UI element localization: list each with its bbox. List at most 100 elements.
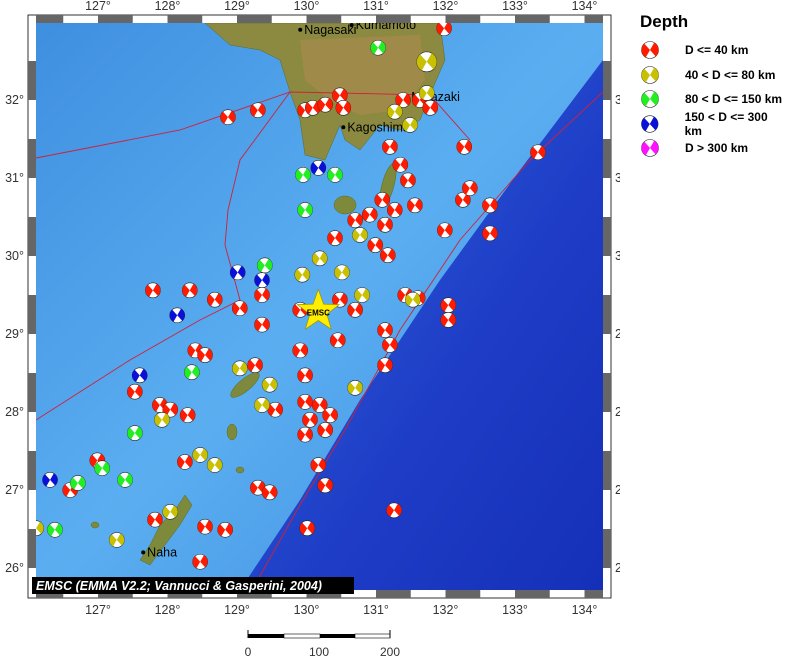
earthquake-beachball[interactable]: [197, 518, 213, 535]
earthquake-beachball[interactable]: [332, 87, 348, 104]
earthquake-beachball[interactable]: [418, 85, 435, 101]
earthquake-beachball[interactable]: [70, 475, 86, 491]
earthquake-beachball[interactable]: [154, 411, 170, 428]
earthquake-beachball[interactable]: [302, 411, 318, 428]
earthquake-beachball[interactable]: [377, 322, 393, 338]
earthquake-beachball[interactable]: [42, 472, 58, 488]
earthquake-beachball[interactable]: [440, 312, 457, 328]
earthquake-beachball[interactable]: [437, 222, 453, 239]
earthquake-beachball[interactable]: [455, 192, 471, 208]
earthquake-beachball[interactable]: [392, 156, 409, 173]
earthquake-beachball[interactable]: [131, 367, 148, 384]
epicenter-star[interactable]: EMSC: [296, 288, 341, 331]
earthquake-beachball[interactable]: [400, 172, 416, 189]
earthquake-beachball[interactable]: [311, 250, 328, 267]
earthquake-beachball[interactable]: [322, 407, 338, 423]
earthquake-beachball[interactable]: [181, 282, 198, 299]
earthquake-beachball[interactable]: [94, 460, 110, 476]
earthquake-beachball[interactable]: [184, 364, 200, 381]
earthquake-beachball[interactable]: [197, 347, 213, 363]
earthquake-beachball[interactable]: [382, 337, 398, 353]
earthquake-beachball[interactable]: [416, 51, 438, 73]
earthquake-beachball[interactable]: [254, 272, 270, 288]
earthquake-beachball[interactable]: [297, 367, 313, 384]
earthquake-beachball[interactable]: [217, 521, 233, 538]
earthquake-beachball[interactable]: [206, 457, 223, 473]
earthquake-beachball[interactable]: [292, 342, 309, 359]
earthquake-beachball[interactable]: [108, 532, 125, 548]
earthquake-beachball[interactable]: [247, 357, 263, 374]
legend-beachball[interactable]: [641, 90, 659, 109]
earthquake-beachball[interactable]: [382, 139, 398, 155]
earthquake-beachball[interactable]: [347, 302, 363, 318]
earthquake-beachball[interactable]: [297, 202, 313, 218]
earthquake-beachball[interactable]: [267, 401, 284, 418]
legend-beachball[interactable]: [641, 65, 659, 84]
earthquake-beachball[interactable]: [407, 197, 423, 214]
earthquake-beachball[interactable]: [127, 425, 143, 441]
earthquake-beachball[interactable]: [62, 482, 78, 498]
earthquake-beachball[interactable]: [295, 167, 311, 183]
earthquake-beachball[interactable]: [179, 407, 196, 423]
earthquake-beachball[interactable]: [162, 504, 179, 520]
earthquake-beachball[interactable]: [317, 422, 334, 438]
earthquake-beachball[interactable]: [354, 287, 370, 303]
earthquake-beachball[interactable]: [347, 212, 363, 228]
earthquake-beachball[interactable]: [334, 264, 350, 281]
earthquake-beachball[interactable]: [347, 380, 363, 396]
earthquake-beachball[interactable]: [311, 397, 328, 413]
earthquake-beachball[interactable]: [377, 357, 393, 374]
earthquake-beachball[interactable]: [386, 502, 402, 519]
earthquake-beachball[interactable]: [169, 307, 186, 324]
earthquake-beachball[interactable]: [456, 139, 473, 155]
earthquake-beachball[interactable]: [317, 477, 334, 494]
earthquake-beachball[interactable]: [422, 100, 439, 116]
earthquake-beachball[interactable]: [405, 291, 421, 308]
earthquake-beachball[interactable]: [297, 426, 313, 443]
earthquake-beachball[interactable]: [220, 109, 236, 125]
earthquake-beachball[interactable]: [294, 266, 311, 283]
earthquake-beachball[interactable]: [117, 472, 133, 488]
earthquake-beachball[interactable]: [327, 230, 343, 246]
earthquake-beachball[interactable]: [327, 167, 343, 183]
earthquake-beachball[interactable]: [482, 197, 498, 214]
legend-beachball[interactable]: [641, 41, 659, 60]
earthquake-beachball[interactable]: [231, 360, 248, 377]
legend-beachball[interactable]: [641, 115, 659, 133]
earthquake-beachball[interactable]: [462, 180, 478, 196]
earthquake-beachball[interactable]: [482, 225, 498, 242]
earthquake-beachball[interactable]: [47, 521, 63, 538]
earthquake-beachball[interactable]: [231, 300, 248, 317]
earthquake-beachball[interactable]: [310, 457, 327, 473]
earthquake-beachball[interactable]: [377, 217, 393, 233]
earthquake-beachball[interactable]: [192, 553, 208, 570]
earthquake-beachball[interactable]: [317, 96, 334, 113]
earthquake-beachball[interactable]: [229, 264, 246, 281]
earthquake-beachball[interactable]: [310, 160, 327, 176]
earthquake-beachball[interactable]: [361, 206, 378, 223]
earthquake-beachball[interactable]: [250, 102, 266, 118]
earthquake-beachball[interactable]: [440, 297, 457, 313]
earthquake-beachball[interactable]: [145, 282, 161, 299]
earthquake-beachball[interactable]: [254, 397, 270, 413]
earthquake-beachball[interactable]: [335, 100, 352, 116]
earthquake-beachball[interactable]: [206, 291, 223, 308]
earthquake-beachball[interactable]: [297, 394, 313, 410]
earthquake-beachball[interactable]: [256, 257, 273, 274]
earthquake-beachball[interactable]: [386, 202, 403, 218]
earthquake-beachball[interactable]: [261, 376, 278, 393]
earthquake-beachball[interactable]: [386, 103, 403, 120]
earthquake-beachball[interactable]: [29, 520, 44, 537]
earthquake-beachball[interactable]: [192, 447, 208, 463]
earthquake-beachball[interactable]: [374, 192, 391, 208]
earthquake-beachball[interactable]: [370, 39, 386, 56]
earthquake-beachball[interactable]: [380, 247, 396, 264]
earthquake-beachball[interactable]: [530, 144, 546, 161]
earthquake-beachball[interactable]: [352, 227, 368, 243]
earthquake-beachball[interactable]: [127, 383, 143, 400]
earthquake-beachball[interactable]: [261, 484, 278, 501]
earthquake-beachball[interactable]: [177, 454, 193, 470]
earthquake-beachball[interactable]: [299, 520, 315, 537]
earthquake-beachball[interactable]: [332, 291, 348, 308]
earthquake-beachball[interactable]: [402, 117, 418, 133]
